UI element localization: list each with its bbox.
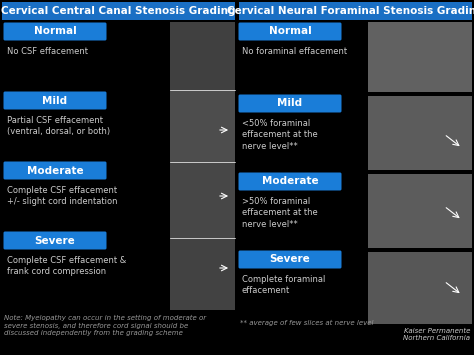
Text: Note: Myelopathy can occur in the setting of moderate or
severe stenosis, and th: Note: Myelopathy can occur in the settin… [4,315,206,337]
Bar [170,238,235,310]
Bar [170,22,235,90]
Bar [170,90,235,162]
Bar [2,2,235,20]
Text: Cervical Neural Foraminal Stenosis Grading: Cervical Neural Foraminal Stenosis Gradi… [227,6,474,16]
Bar [368,96,472,170]
Text: No foraminal effacement: No foraminal effacement [242,47,347,56]
Text: Complete CSF effacement &
frank cord compression: Complete CSF effacement & frank cord com… [7,256,126,277]
Text: Moderate: Moderate [27,165,83,175]
Bar [368,174,472,248]
Text: Normal: Normal [34,27,76,37]
Text: Cervical Central Canal Stenosis Grading: Cervical Central Canal Stenosis Grading [1,6,235,16]
Text: >50% foraminal
effacement at the
nerve level**: >50% foraminal effacement at the nerve l… [242,197,318,229]
Text: Kaiser Permanente
Northern California: Kaiser Permanente Northern California [403,328,470,342]
FancyBboxPatch shape [3,92,107,109]
Text: Moderate: Moderate [262,176,319,186]
Text: ** average of few slices at nerve level: ** average of few slices at nerve level [240,320,374,326]
FancyBboxPatch shape [3,162,107,180]
Text: No CSF effacement: No CSF effacement [7,47,88,56]
Text: Mild: Mild [277,98,302,109]
Text: Partial CSF effacement
(ventral, dorsal, or both): Partial CSF effacement (ventral, dorsal,… [7,116,110,136]
Bar [239,2,472,20]
Text: <50% foraminal
effacement at the
nerve level**: <50% foraminal effacement at the nerve l… [242,119,318,151]
FancyBboxPatch shape [238,94,341,113]
Text: Complete CSF effacement
+/- slight cord indentation: Complete CSF effacement +/- slight cord … [7,186,118,207]
Text: Severe: Severe [270,255,310,264]
FancyBboxPatch shape [238,173,341,191]
Bar [368,252,472,324]
FancyBboxPatch shape [238,22,341,40]
Text: Normal: Normal [269,27,311,37]
Text: Mild: Mild [43,95,68,105]
FancyBboxPatch shape [3,231,107,250]
Bar [368,22,472,92]
FancyBboxPatch shape [238,251,341,268]
FancyBboxPatch shape [3,22,107,40]
Text: Severe: Severe [35,235,75,246]
Bar [170,162,235,238]
Text: Complete foraminal
effacement: Complete foraminal effacement [242,275,325,295]
